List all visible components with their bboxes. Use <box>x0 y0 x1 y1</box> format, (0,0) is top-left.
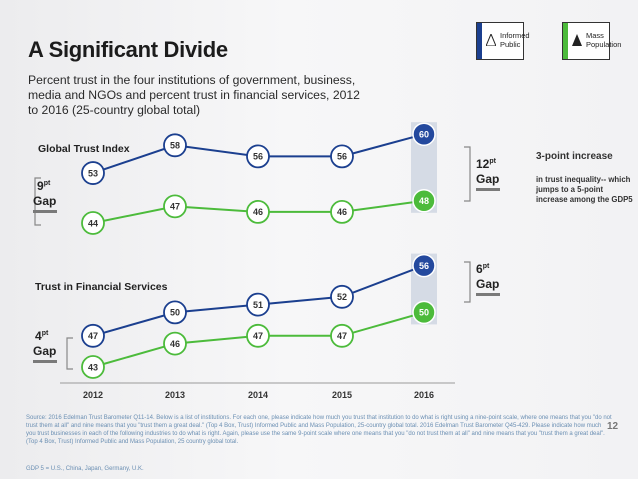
page-number: 12 <box>607 421 619 432</box>
gap-underline <box>476 188 500 191</box>
data-label: 56 <box>337 152 347 162</box>
gap-value: 4pt <box>35 329 49 343</box>
gap-value: 12pt <box>476 157 497 171</box>
data-label: 58 <box>170 141 180 151</box>
legend-mass-population: Mass Population <box>562 22 622 60</box>
page-title: A Significant Divide <box>28 37 228 62</box>
data-point-informed-2012 <box>81 161 105 185</box>
gap-word: Gap <box>476 172 499 186</box>
gap-word: Gap <box>33 344 56 358</box>
legend-mass-label: Mass Population <box>586 31 622 49</box>
gap-value: 6pt <box>476 262 490 276</box>
note-title: 3-point increase <box>536 151 613 162</box>
data-label: 46 <box>170 339 180 349</box>
page-subtitle: Percent trust in the four institutions o… <box>28 73 360 117</box>
gap-word: Gap <box>33 194 56 208</box>
legend-mass-swatch <box>563 23 568 59</box>
gap-value: 9pt <box>37 179 51 193</box>
data-label: 48 <box>419 196 429 206</box>
data-point-informed-2013 <box>163 300 187 325</box>
legend-informed-public: Informed Public <box>476 22 530 60</box>
data-point-informed-2016 <box>412 122 436 146</box>
data-point-mass-2014 <box>246 323 270 348</box>
gap-underline <box>33 210 57 213</box>
data-label: 44 <box>88 218 98 228</box>
gap-underline <box>33 360 57 363</box>
data-point-informed-2016 <box>412 253 436 278</box>
data-point-mass-2014 <box>246 199 270 224</box>
data-label: 47 <box>253 331 263 341</box>
panel-financial-services: Trust in Financial Services 47 50 51 52 56 43 4… <box>33 253 500 379</box>
data-point-mass-2016 <box>412 189 436 213</box>
legend-informed-label: Informed Public <box>500 31 530 49</box>
note-body: in trust inequality-- which jumps to a 5… <box>536 175 633 204</box>
x-tick-label: 2012 <box>83 390 103 400</box>
gap-bracket <box>66 337 73 370</box>
data-point-mass-2015 <box>330 199 354 224</box>
source-text: Source: 2016 Edelman Trust Barometer Q11… <box>26 415 612 445</box>
data-label: 52 <box>337 292 347 302</box>
data-point-informed-2013 <box>163 133 187 158</box>
triangle-filled-icon <box>572 34 582 46</box>
x-tick-label: 2015 <box>332 390 352 400</box>
gap-underline <box>476 293 500 296</box>
panel-title: Global Trust Index <box>38 143 130 155</box>
gap-bracket <box>464 146 471 202</box>
data-point-informed-2015 <box>330 144 354 169</box>
data-label: 46 <box>337 207 347 217</box>
legend-informed-swatch <box>477 23 482 59</box>
data-label: 46 <box>253 207 263 217</box>
data-label: 47 <box>88 331 98 341</box>
panel-global-trust-index: Global Trust Index 53 58 56 56 60 44 47 46 46 48 9p… <box>33 122 500 235</box>
data-point-mass-2012 <box>81 355 105 379</box>
data-point-informed-2015 <box>330 284 354 309</box>
data-label: 50 <box>419 308 429 318</box>
data-label: 60 <box>419 130 429 140</box>
data-point-mass-2013 <box>163 194 187 219</box>
x-tick-label: 2016 <box>414 390 434 400</box>
data-label: 56 <box>253 152 263 162</box>
data-point-informed-2014 <box>246 144 270 169</box>
data-label: 43 <box>88 362 98 372</box>
x-tick-label: 2014 <box>248 390 268 400</box>
gap-word: Gap <box>476 277 499 291</box>
footnote-text: GDP 5 = U.S., China, Japan, Germany, U.K… <box>26 466 144 472</box>
panel-title: Trust in Financial Services <box>35 281 168 293</box>
data-point-informed-2014 <box>246 292 270 317</box>
data-point-mass-2016 <box>412 300 436 325</box>
data-label: 51 <box>253 300 263 310</box>
gap-bracket <box>34 177 41 226</box>
data-point-mass-2012 <box>81 211 105 235</box>
x-tick-label: 2013 <box>165 390 185 400</box>
data-point-mass-2015 <box>330 323 354 348</box>
data-label: 47 <box>170 202 180 212</box>
data-label: 56 <box>419 261 429 271</box>
data-label: 53 <box>88 168 98 178</box>
gap-bracket <box>464 261 471 303</box>
data-label: 47 <box>337 331 347 341</box>
data-point-informed-2012 <box>81 323 105 348</box>
data-label: 50 <box>170 308 180 318</box>
data-point-mass-2013 <box>163 331 187 356</box>
triangle-icon <box>486 34 496 46</box>
